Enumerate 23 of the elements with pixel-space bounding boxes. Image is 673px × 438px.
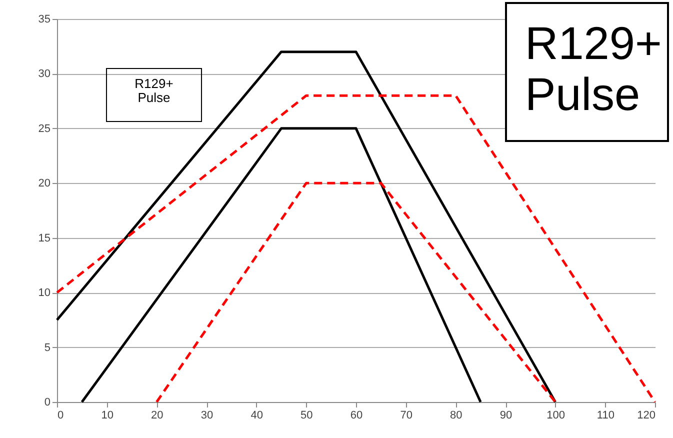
x-tick-label: 50: [300, 410, 313, 422]
annotation: R129+ Pulse: [106, 68, 202, 122]
y-tick-label: 5: [44, 342, 50, 354]
y-tick-label: 30: [38, 68, 50, 80]
y-tick-label: 10: [38, 287, 50, 300]
x-tick-label: 20: [151, 410, 164, 422]
y-tick-label: 0: [44, 396, 50, 408]
x-tick-label: 10: [101, 410, 114, 422]
x-tick-label: 30: [200, 410, 214, 422]
x-tick-label: 60: [350, 410, 363, 422]
y-tick-label: 20: [38, 178, 50, 190]
x-tick-label: 0: [58, 410, 64, 422]
x-tick-label: 120: [637, 410, 656, 422]
x-tick-label: 90: [500, 410, 512, 422]
x-tick-label: 70: [400, 410, 412, 422]
x-tick-label: 100: [546, 410, 566, 422]
x-tick-label: 110: [596, 410, 614, 422]
y-tick-label: 35: [38, 14, 50, 26]
annotation: R129+ Pulse: [505, 2, 669, 142]
x-tick-label: 40: [250, 410, 263, 422]
y-tick-label: 25: [38, 122, 50, 135]
y-tick-label: 15: [38, 232, 50, 244]
x-tick-label: 80: [450, 410, 462, 422]
